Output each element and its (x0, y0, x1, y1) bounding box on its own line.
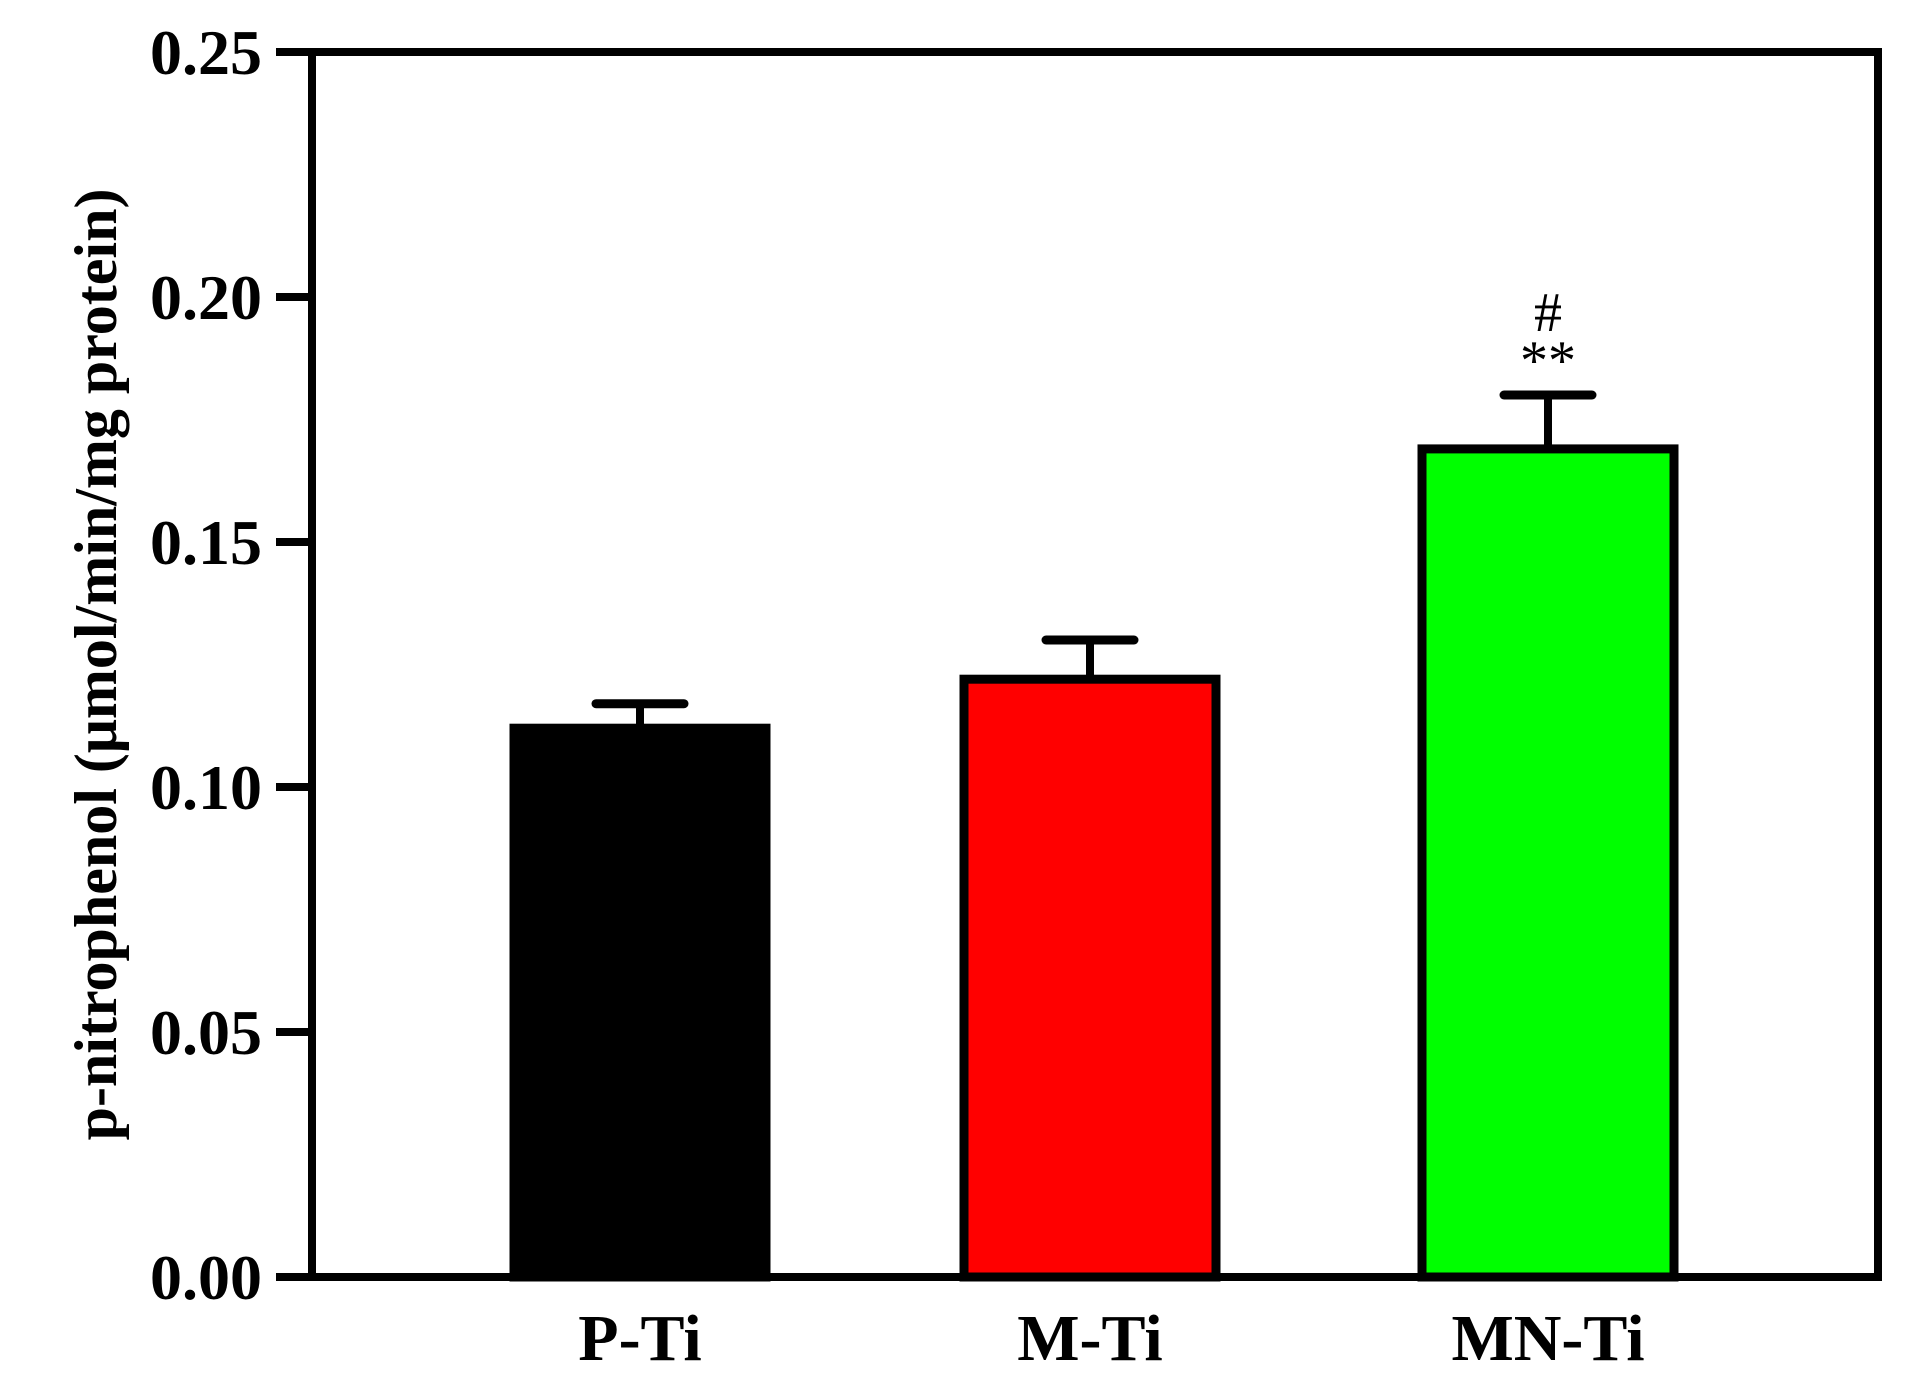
x-tick-label: MN-Ti (1451, 1302, 1644, 1375)
error-bars (591, 390, 1597, 729)
y-tick-label: 0.15 (150, 507, 262, 578)
x-tick-label: M-Ti (1017, 1302, 1162, 1375)
bar-m-ti (959, 674, 1221, 1282)
plot-frame (308, 48, 1882, 1281)
significance-annotation: ** (1520, 330, 1576, 392)
bars (509, 444, 1679, 1282)
y-tick-label: 0.05 (150, 997, 262, 1068)
significance-annotation: # (1534, 282, 1562, 344)
y-axis-title: p-nitrophenol (μmol/min/mg protein) (63, 189, 129, 1141)
y-tick-label: 0.20 (150, 262, 262, 333)
y-tick-label: 0.10 (150, 752, 262, 823)
y-tick-label: 0.00 (150, 1242, 262, 1313)
y-tick-label: 0.25 (150, 17, 262, 88)
bar-p-ti (509, 723, 771, 1282)
x-tick-label: P-Ti (578, 1302, 701, 1375)
annotations: #** (1520, 282, 1576, 392)
bar-mn-ti (1417, 444, 1679, 1282)
x-axis: P-Ti M-Ti MN-Ti (578, 1302, 1644, 1375)
y-axis: 0.00 0.05 0.10 0.15 0.20 0.25 (150, 17, 312, 1313)
